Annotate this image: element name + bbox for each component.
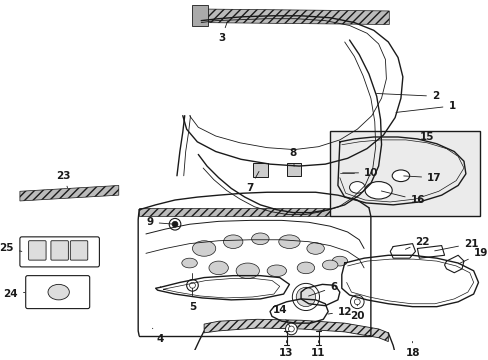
Text: 15: 15: [419, 132, 433, 142]
Text: 3: 3: [218, 21, 227, 43]
Text: 16: 16: [381, 191, 424, 205]
Text: 2: 2: [376, 91, 438, 101]
Text: 23: 23: [56, 171, 71, 188]
Ellipse shape: [365, 181, 391, 199]
Ellipse shape: [182, 258, 197, 268]
FancyBboxPatch shape: [287, 163, 301, 176]
Circle shape: [296, 287, 315, 307]
Ellipse shape: [223, 235, 243, 248]
Ellipse shape: [322, 260, 337, 270]
Circle shape: [354, 299, 360, 305]
Text: 10: 10: [342, 168, 378, 178]
FancyBboxPatch shape: [70, 241, 87, 260]
Circle shape: [350, 295, 364, 309]
Circle shape: [292, 283, 319, 311]
FancyBboxPatch shape: [252, 163, 267, 177]
Ellipse shape: [331, 256, 347, 266]
Text: 6: 6: [308, 282, 337, 296]
Text: 13: 13: [279, 341, 293, 358]
Text: 17: 17: [403, 173, 441, 183]
Circle shape: [189, 283, 195, 288]
Text: 4: 4: [152, 328, 164, 344]
Ellipse shape: [266, 265, 286, 276]
Polygon shape: [203, 319, 387, 342]
FancyBboxPatch shape: [26, 276, 89, 309]
Text: 25: 25: [0, 243, 22, 253]
Ellipse shape: [306, 243, 324, 254]
Ellipse shape: [278, 235, 300, 248]
Ellipse shape: [208, 261, 228, 275]
Text: 18: 18: [405, 341, 419, 358]
Circle shape: [169, 219, 181, 230]
FancyBboxPatch shape: [329, 168, 339, 178]
FancyBboxPatch shape: [29, 241, 46, 260]
Ellipse shape: [251, 233, 268, 244]
FancyBboxPatch shape: [329, 131, 479, 216]
Text: 24: 24: [3, 289, 25, 299]
Circle shape: [285, 323, 297, 335]
Ellipse shape: [192, 241, 215, 256]
Text: 7: 7: [245, 171, 259, 193]
Polygon shape: [192, 5, 207, 26]
FancyBboxPatch shape: [51, 241, 68, 260]
Text: 20: 20: [349, 305, 364, 321]
Polygon shape: [20, 185, 119, 201]
Ellipse shape: [391, 170, 409, 181]
Ellipse shape: [297, 262, 314, 274]
Text: 9: 9: [146, 217, 172, 227]
Circle shape: [186, 279, 198, 291]
FancyBboxPatch shape: [20, 237, 99, 267]
Text: 14: 14: [272, 305, 289, 327]
Text: 5: 5: [188, 288, 196, 312]
Text: 11: 11: [311, 341, 325, 358]
Ellipse shape: [48, 284, 69, 300]
Text: 1: 1: [395, 101, 455, 112]
Text: 12: 12: [327, 306, 352, 316]
Text: 8: 8: [289, 148, 296, 166]
Circle shape: [288, 326, 294, 332]
Text: 21: 21: [434, 239, 477, 251]
Ellipse shape: [236, 263, 259, 279]
Text: 22: 22: [405, 237, 429, 249]
Polygon shape: [200, 9, 388, 24]
Text: 19: 19: [458, 248, 487, 264]
Ellipse shape: [349, 181, 365, 193]
Circle shape: [172, 221, 178, 227]
Polygon shape: [139, 208, 368, 216]
